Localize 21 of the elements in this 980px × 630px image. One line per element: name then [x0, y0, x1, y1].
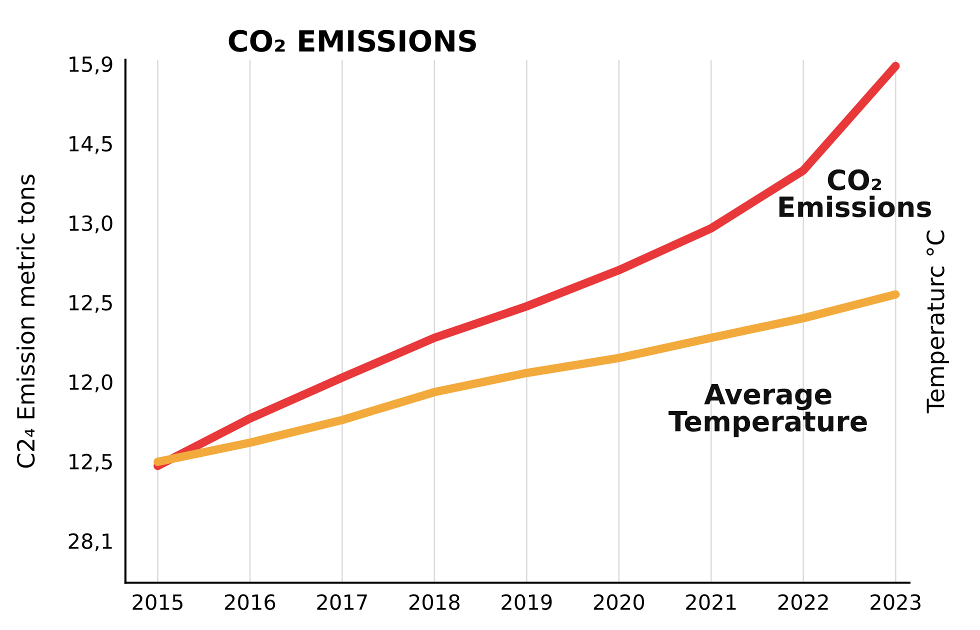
x-tick-label: 2015: [132, 594, 182, 610]
chart-title: CO₂ EMISSIONS: [228, 30, 476, 52]
text: 12,5: [70, 454, 112, 472]
x-tick-label: 2023: [870, 594, 920, 610]
x-tick-label: 2019: [502, 594, 552, 610]
x-tick-label: 2016: [224, 594, 276, 610]
series-label: CO₂ Emissions: [779, 169, 931, 218]
text: 28,1: [68, 533, 112, 552]
text: 12,0: [70, 374, 112, 392]
text: 15,9: [70, 56, 112, 74]
y-axis-title: C2₄ Emission metric tons: [16, 174, 35, 468]
text: 12,5: [70, 294, 112, 313]
text: 13,0: [70, 215, 112, 234]
y2-axis-title: Temperaturc °C: [926, 230, 949, 414]
x-tick-label: 2022: [778, 594, 828, 610]
series-label: Average Temperature: [668, 384, 867, 438]
x-tick-label: 2021: [686, 594, 736, 610]
x-tick-label: 2018: [409, 594, 460, 610]
x-tick-label: 2020: [594, 594, 644, 610]
text: 14,5: [70, 136, 112, 154]
x-tick-label: 2017: [317, 594, 367, 610]
